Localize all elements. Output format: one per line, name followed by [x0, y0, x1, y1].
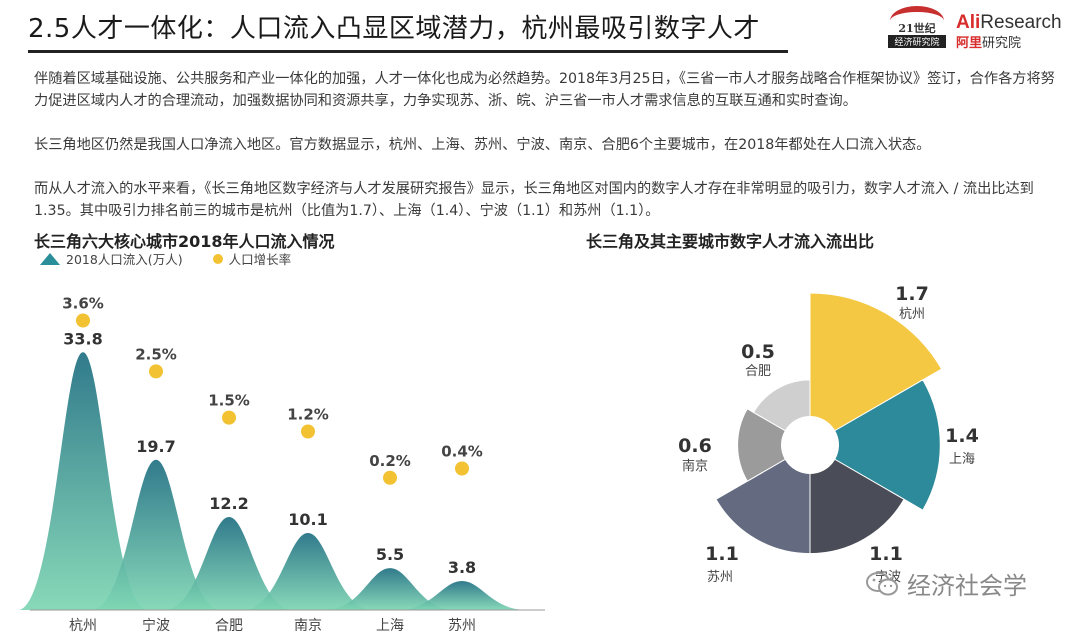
rose-slice-南京	[737, 408, 811, 482]
x-tick-label: 合肥	[215, 618, 243, 634]
inflow-value-label: 10.1	[288, 510, 327, 529]
rose-value-label: 1.4	[945, 425, 979, 447]
inflow-mountain-南京	[243, 532, 373, 610]
logo-21-line2: 经济研究院	[888, 35, 946, 48]
rose-city-label: 合肥	[745, 364, 771, 379]
legend-growth-label: 人口增长率	[228, 252, 292, 267]
inflow-mountain-合肥	[164, 516, 294, 610]
paragraph-2: 长三角地区仍然是我国人口净流入地区。官方数据显示，杭州、上海、苏州、宁波、南京、…	[34, 137, 931, 153]
rose-value-label: 1.1	[705, 543, 739, 565]
inflow-mountain-宁波	[91, 459, 221, 610]
left-chart-title: 长三角六大核心城市2018年人口流入情况	[34, 232, 335, 251]
growth-value-label: 2.5%	[135, 345, 177, 363]
paragraph-1: 伴随着区域基础设施、公共服务和产业一体化的加强，人才一体化也成为必然趋势。201…	[34, 71, 1055, 109]
ali-cn-suffix: 研究院	[982, 36, 1022, 51]
paragraph-3: 而从人才流入的水平来看，《长三角地区数字经济与人才发展研究报告》显示，长三角地区…	[34, 181, 1034, 219]
logo-arc	[890, 6, 944, 36]
inflow-value-label: 3.8	[448, 558, 476, 577]
wechat-icon	[866, 571, 898, 595]
legend-growth-swatch	[212, 253, 223, 264]
x-tick-label: 杭州	[69, 618, 97, 634]
page-title: 2.5人才一体化：人口流入凸显区域潜力，杭州最吸引数字人才	[28, 14, 760, 44]
rose-center-hole	[781, 416, 839, 474]
rose-city-label: 杭州	[899, 307, 925, 322]
growth-dot	[383, 470, 397, 485]
inflow-mountain-上海	[325, 568, 455, 610]
inflow-value-label: 5.5	[376, 545, 404, 564]
legend-inflow-swatch	[40, 252, 60, 265]
x-tick-label: 苏州	[448, 618, 476, 634]
left-chart-legend: 2018人口流入(万人) 人口增长率	[40, 249, 291, 268]
growth-dot	[76, 313, 90, 328]
rose-value-label: 1.7	[895, 283, 929, 305]
growth-value-label: 1.2%	[287, 406, 329, 424]
inflow-mountain-苏州	[397, 581, 527, 610]
rose-city-label: 苏州	[707, 569, 733, 585]
rose-slice-苏州	[715, 444, 811, 555]
inflow-value-label: 12.2	[209, 494, 248, 513]
growth-dot	[301, 424, 315, 439]
ali-en-prefix: Ali	[956, 12, 981, 33]
logo-21-line1: 21世纪	[898, 22, 936, 35]
right-chart-title: 长三角及其主要城市数字人才流入流出比	[586, 232, 875, 251]
rose-slice-宁波	[809, 444, 905, 555]
title-divider	[28, 50, 788, 53]
rose-value-label: 0.6	[678, 435, 712, 457]
x-tick-label: 上海	[376, 618, 404, 634]
21century-logo: 21世纪 经济研究院	[888, 6, 946, 52]
rose-value-label: 1.1	[869, 543, 903, 565]
rose-slice-上海	[808, 379, 941, 511]
ali-en-suffix: Research	[980, 12, 1062, 33]
inflow-value-label: 19.7	[136, 437, 175, 456]
rose-value-label: 0.5	[741, 341, 775, 363]
rose-slice-杭州	[809, 292, 943, 446]
x-tick-label: 南京	[294, 618, 322, 634]
growth-dot	[149, 364, 163, 379]
growth-dot	[222, 410, 236, 425]
inflow-value-label: 33.8	[63, 329, 102, 348]
growth-value-label: 3.6%	[62, 295, 104, 313]
growth-value-label: 0.2%	[369, 452, 411, 470]
rose-city-label: 上海	[949, 452, 975, 467]
population-inflow-chart: 33.8 杭州 3.6% 19.7 宁波 2.5% 12.2 合肥 1.5% 10.1 南京 1.2%…	[18, 295, 545, 634]
wechat-watermark: 经济社会学	[865, 566, 1027, 601]
ali-cn-prefix: 阿里	[956, 36, 983, 51]
wechat-label: 经济社会学	[907, 572, 1027, 600]
rose-city-label: 南京	[682, 458, 708, 474]
aliresearch-logo: AliResearch 阿里研究院	[956, 12, 1062, 51]
legend-inflow-label: 2018人口流入(万人)	[66, 252, 183, 267]
growth-dot	[455, 461, 469, 476]
growth-value-label: 1.5%	[208, 392, 250, 410]
growth-value-label: 0.4%	[441, 443, 483, 461]
inflow-mountain-杭州	[18, 352, 148, 610]
x-tick-label: 宁波	[142, 617, 170, 634]
